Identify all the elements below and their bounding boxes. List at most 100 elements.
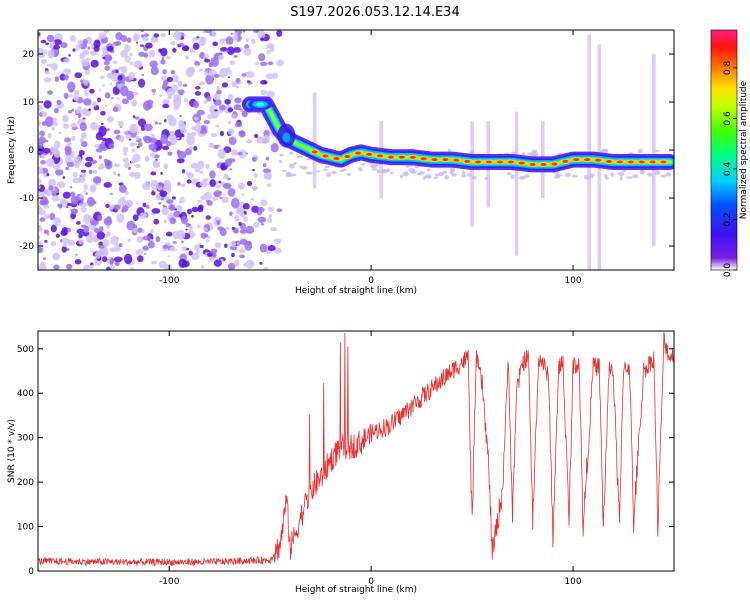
noise-speckle: [128, 71, 135, 81]
noise-speckle: [142, 135, 152, 142]
noise-speckle: [160, 47, 168, 57]
noise-speckle: [232, 113, 237, 118]
noise-speckle: [194, 168, 201, 173]
noise-speckle: [260, 37, 264, 41]
noise-speckle: [44, 239, 48, 243]
chart-title: S197.2026.053.12.14.E34: [290, 5, 459, 20]
noise-speckle: [211, 30, 217, 37]
noise-speckle: [179, 42, 185, 47]
noise-speckle: [47, 49, 55, 59]
ridge-peak: [398, 155, 405, 159]
noise-speckle: [207, 252, 213, 257]
noise-speckle: [129, 142, 136, 147]
noise-speckle: [203, 227, 208, 232]
ridge-peak: [420, 157, 427, 161]
noise-speckle: [230, 240, 237, 248]
noise-speckle: [124, 34, 127, 37]
noise-speckle: [238, 221, 242, 226]
noise-speckle: [205, 215, 211, 220]
noise-speckle: [157, 182, 164, 187]
noise-speckle: [273, 238, 282, 245]
noise-speckle: [173, 31, 182, 41]
noise-speckle: [150, 66, 159, 76]
ridge-speckle: [371, 168, 378, 171]
noise-speckle: [132, 224, 138, 229]
noise-speckle: [233, 104, 242, 111]
noise-speckle: [96, 231, 105, 240]
noise-speckle: [61, 245, 67, 253]
noise-speckle: [113, 163, 120, 168]
noise-speckle: [208, 61, 213, 68]
ridge-speckle: [461, 174, 467, 178]
noise-speckle: [260, 89, 268, 96]
noise-speckle: [107, 45, 114, 52]
noise-speckle: [238, 248, 246, 254]
noise-speckle: [131, 148, 136, 153]
noise-speckle: [227, 93, 234, 101]
noise-speckle: [163, 219, 167, 224]
colorbar-label: Normalized spectral amplitude: [739, 80, 749, 219]
noise-speckle: [118, 135, 125, 143]
noise-speckle: [43, 100, 52, 109]
noise-speckle: [262, 135, 271, 144]
noise-speckle: [178, 258, 188, 268]
ridge-peak: [584, 158, 591, 162]
noise-speckle: [218, 74, 223, 78]
noise-speckle: [121, 209, 125, 213]
noise-speckle: [160, 33, 167, 38]
noise-speckle: [251, 185, 259, 190]
noise-speckle: [94, 251, 101, 259]
noise-speckle: [137, 227, 143, 233]
noise-speckle: [233, 259, 240, 267]
noise-speckle: [250, 198, 255, 201]
noise-speckle: [227, 107, 234, 113]
noise-speckle: [140, 34, 145, 38]
noise-speckle: [164, 119, 167, 123]
noise-speckle: [162, 103, 170, 109]
noise-speckle: [85, 161, 92, 168]
ridge-speckle: [416, 173, 422, 176]
noise-speckle: [212, 196, 219, 201]
noise-speckle: [219, 130, 225, 137]
ridge-speckle: [527, 152, 533, 156]
noise-speckle: [241, 73, 247, 77]
noise-speckle: [56, 192, 60, 196]
noise-speckle: [108, 143, 115, 150]
noise-speckle: [214, 242, 222, 248]
noise-speckle: [189, 48, 196, 54]
noise-speckle: [205, 239, 210, 243]
noise-speckle: [229, 60, 236, 66]
noise-speckle: [235, 260, 238, 264]
noise-speckle: [69, 186, 73, 189]
noise-speckle: [161, 82, 168, 91]
noise-speckle: [63, 74, 69, 81]
noise-speckle: [51, 195, 60, 202]
noise-speckle: [186, 174, 191, 177]
noise-speckle: [84, 69, 91, 75]
noise-speckle: [209, 104, 218, 115]
ridge-peak: [355, 151, 362, 155]
spectrogram-plot-area: [38, 30, 674, 270]
noise-speckle: [225, 49, 229, 53]
noise-speckle: [92, 169, 98, 174]
noise-speckle: [106, 72, 113, 79]
noise-speckle: [136, 235, 144, 243]
noise-speckle: [72, 177, 81, 184]
vertical-streak: [652, 54, 656, 246]
noise-speckle: [203, 70, 208, 75]
noise-speckle: [43, 147, 51, 154]
noise-speckle: [44, 116, 54, 128]
noise-speckle: [196, 224, 201, 229]
noise-speckle: [68, 88, 74, 93]
ridge-peak: [627, 160, 634, 164]
noise-speckle: [102, 256, 108, 263]
noise-speckle: [78, 233, 83, 239]
noise-speckle: [127, 238, 131, 242]
noise-speckle: [217, 226, 225, 231]
noise-speckle: [53, 44, 60, 50]
noise-speckle: [126, 220, 136, 231]
noise-speckle: [218, 50, 222, 54]
noise-speckle: [223, 146, 232, 154]
noise-speckle: [238, 209, 242, 212]
noise-speckle: [238, 149, 247, 159]
